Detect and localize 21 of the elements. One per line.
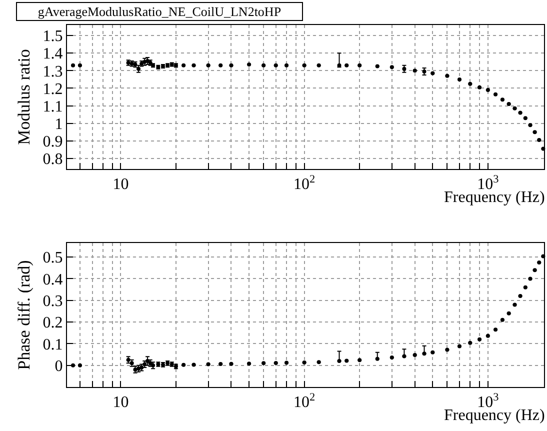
- y-tick-label: 1.1: [42, 98, 63, 116]
- y-tick-label: 0.8: [42, 151, 63, 168]
- y-tick-label: 1.5: [42, 28, 63, 46]
- y-tick-label: 1.4: [42, 46, 63, 63]
- y-tick-label: 0.9: [42, 134, 63, 150]
- y-tick-label: 0.2: [42, 314, 63, 332]
- y-axis-title: Modulus ratio: [14, 49, 34, 145]
- x-tick-label: 10: [112, 394, 129, 412]
- y-tick-label: 0.3: [42, 292, 63, 310]
- y-tick-label: 1: [54, 116, 63, 133]
- y-tick-label: 0: [54, 358, 63, 375]
- y-tick-label: 0.1: [42, 336, 63, 354]
- y-tick-label: 0.4: [42, 271, 63, 288]
- y-tick-label: 1.3: [42, 63, 63, 80]
- y-tick-label: 1.2: [42, 80, 63, 98]
- y-axis-title: Phase diff. (rad): [14, 260, 34, 370]
- x-tick-label: 10$^{2}$: [294, 391, 316, 412]
- y-tick-label: 0.5: [42, 250, 63, 267]
- x-tick-label: 10: [112, 176, 129, 194]
- chart-title: gAverageModulusRatio_NE_CoilU_LN2toHP: [38, 4, 282, 19]
- x-tick-label: 10$^{2}$: [294, 173, 316, 194]
